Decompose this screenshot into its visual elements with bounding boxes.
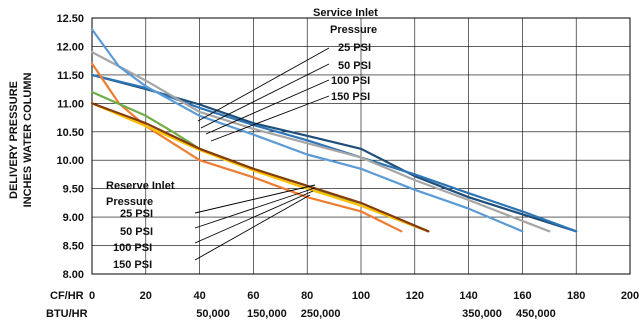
x-tick-labels: 0 20 40 60 80 100 120 140 160 180 200 [89, 290, 639, 302]
x-axis-title-btuhr: BTU/HR [46, 308, 88, 320]
x-axis-title-cfhr: CF/HR [50, 290, 84, 302]
y-tick-label: 12.50 [56, 13, 84, 25]
x-tick-label: 80 [301, 290, 313, 302]
plot-area-frame [91, 17, 631, 275]
y-tick-label: 9.00 [63, 212, 84, 224]
service-annotation-item-50: 50 PSI [338, 60, 371, 72]
reserve-annotation-title-1: Reserve Inlet [106, 180, 175, 192]
reserve-leader-50 [194, 187, 316, 229]
service-annotation-title-1: Service Inlet [313, 7, 378, 19]
service-annotation-item-25: 25 PSI [338, 42, 371, 54]
service-annotation-item-100: 100 PSI [331, 75, 370, 87]
x-tick-label: 140 [459, 290, 477, 302]
y-tick-label: 11.50 [57, 70, 84, 82]
reserve-leader-100 [194, 190, 314, 244]
reserve-annotation-item-150: 150 PSI [113, 259, 152, 271]
reserve-pressure-line-4 [90, 62, 403, 233]
reserve-annotation-item-50: 50 PSI [120, 226, 153, 238]
reserve-annotation: Reserve Inlet Pressure 25 PSI 50 PSI 100… [106, 180, 316, 271]
x-tick-label: 160 [513, 290, 531, 302]
btu-tick-label: 50,000 [196, 308, 230, 320]
y-axis-title: DELIVERY PRESSURE INCHES WATER COLUMN [8, 73, 34, 208]
y-tick-label: 9.50 [63, 184, 84, 196]
reserve-leader-150 [194, 194, 311, 261]
reserve-annotation-title-2: Pressure [106, 196, 153, 208]
btu-tick-label: 250,000 [301, 308, 341, 320]
service-pressure-line-3 [90, 28, 524, 233]
y-tick-label: 11.00 [57, 98, 84, 110]
x-tick-label: 200 [621, 290, 639, 302]
y-tick-label: 8.00 [63, 269, 84, 281]
reserve-leader-25 [194, 184, 316, 214]
y-axis-title-line-2: INCHES WATER COLUMN [22, 73, 34, 208]
service-leader-100 [205, 79, 330, 135]
service-leader-50 [200, 63, 330, 129]
service-leader-150 [210, 95, 330, 142]
y-tick-labels: 8.00 8.50 9.00 9.50 10.00 10.50 11.00 11.50 12.0… [56, 13, 84, 281]
x-tick-label: 100 [352, 290, 370, 302]
service-annotation-title-2: Pressure [330, 24, 377, 36]
service-annotation: Service Inlet Pressure 25 PSI 50 PSI 100… [197, 7, 378, 142]
x-tick-label: 20 [140, 290, 152, 302]
service-pressure-line-2 [90, 50, 551, 233]
reserve-pressure-line-7 [90, 102, 430, 233]
service-leader-25 [197, 47, 330, 122]
series-group [90, 28, 578, 233]
y-tick-label: 10.00 [56, 155, 84, 167]
btu-tick-label: 350,000 [462, 308, 502, 320]
y-tick-label: 10.50 [56, 127, 84, 139]
reserve-annotation-item-100: 100 PSI [113, 242, 152, 254]
x-tick-label: 60 [247, 290, 259, 302]
x-tick-label: 0 [89, 290, 95, 302]
btu-tick-label: 150,000 [247, 308, 287, 320]
x-tick-label: 120 [406, 290, 424, 302]
btu-tick-labels: 50,000 150,000 250,000 350,000 450,000 [196, 308, 556, 320]
x-tick-label: 180 [567, 290, 585, 302]
reserve-pressure-line-6 [90, 102, 430, 233]
grid [91, 17, 631, 275]
service-annotation-item-150: 150 PSI [331, 91, 370, 103]
x-tick-label: 40 [193, 290, 205, 302]
service-pressure-line-1 [90, 73, 578, 233]
btu-tick-label: 450,000 [516, 308, 556, 320]
y-axis-title-line-1: DELIVERY PRESSURE [8, 81, 20, 199]
y-tick-label: 12.00 [56, 41, 84, 53]
y-tick-label: 8.50 [63, 241, 84, 253]
reserve-annotation-item-25: 25 PSI [120, 208, 153, 220]
